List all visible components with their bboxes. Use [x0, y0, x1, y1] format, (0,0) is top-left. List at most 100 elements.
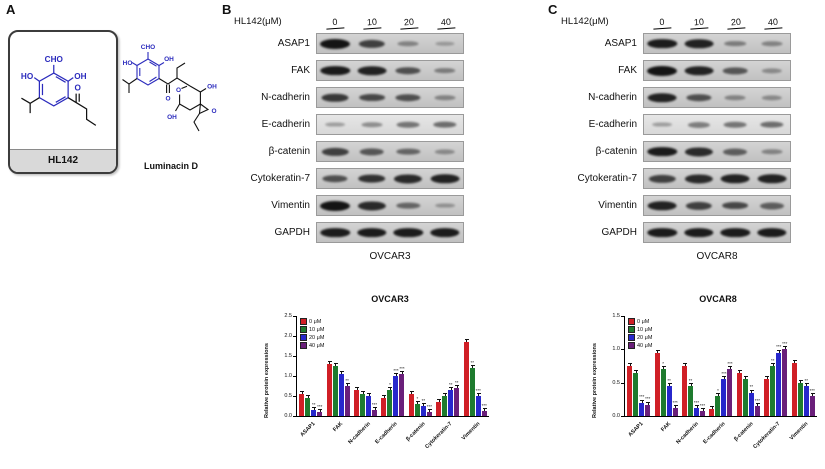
protein-band — [724, 40, 747, 47]
protein-label: E-cadherin — [261, 119, 310, 130]
atom-label-oh: OH — [164, 56, 174, 63]
protein-band — [647, 146, 677, 157]
bar: ** — [770, 358, 776, 416]
significance-marker: * — [389, 381, 391, 387]
blot-strip — [643, 222, 791, 243]
panel-a-label: A — [6, 2, 16, 17]
error-bar — [470, 365, 475, 368]
significance-marker: *** — [393, 367, 399, 373]
error-bar — [765, 376, 770, 380]
dose-row: 0 10 20 40 — [316, 12, 464, 30]
legend-item: 20 μM — [300, 334, 324, 341]
y-tick-label: 1.0 — [612, 346, 620, 353]
significance-marker: *** — [475, 387, 481, 393]
bar-group-E-cadherin: * *** *** — [381, 366, 405, 416]
blot-strip — [643, 168, 791, 189]
x-tick-slot: ASAP1 — [296, 418, 323, 460]
blot-row-GAPDH: GAPDH — [551, 219, 791, 246]
error-bar — [427, 409, 432, 412]
error-bar — [455, 385, 460, 388]
bar-chart-ovcar8: OVCAR8 Relative protein expressions 0.0 0… — [580, 294, 820, 461]
legend-item: 40 μM — [628, 342, 652, 349]
bar-group-ASAP1: *** *** — [627, 363, 650, 416]
dose-row: 0 10 20 40 — [643, 12, 791, 30]
y-tick-mark — [293, 416, 296, 417]
significance-marker: *** — [754, 397, 761, 403]
protein-band — [761, 148, 783, 155]
significance-marker: ** — [688, 377, 693, 383]
bar — [305, 395, 311, 416]
blot-row-Vimentin: Vimentin — [224, 192, 464, 219]
x-tick-slot: Vimentin — [789, 418, 816, 460]
error-bar — [634, 369, 639, 373]
protein-band — [757, 227, 787, 238]
error-bar — [810, 393, 815, 396]
bar: *** — [476, 388, 481, 416]
protein-label: E-cadherin — [588, 119, 637, 130]
protein-band — [652, 122, 673, 127]
dose-lane: 0 — [316, 12, 353, 30]
protein-band — [433, 67, 456, 74]
bar: * — [414, 396, 420, 416]
treatment-label: HL142(μM) — [234, 15, 282, 27]
legend-swatch — [628, 326, 635, 333]
blot-header: HL142(μM) 0 10 20 40 — [551, 12, 791, 30]
protein-band — [321, 93, 349, 102]
protein-band — [395, 93, 421, 102]
blot-strip — [316, 168, 464, 189]
error-bar — [804, 383, 809, 386]
blot-row-ASAP1: ASAP1 — [224, 30, 464, 57]
y-tick-mark — [293, 396, 296, 397]
protein-band — [359, 147, 385, 156]
bar: *** — [776, 344, 781, 416]
protein-band — [720, 173, 750, 184]
protein-band — [686, 93, 712, 102]
protein-band — [322, 174, 348, 183]
protein-label: FAK — [291, 65, 310, 76]
significance-marker: * — [416, 395, 419, 401]
blot-row-E-cadherin: E-cadherin — [224, 111, 464, 138]
blot-row-N-cadherin: N-cadherin — [551, 84, 791, 111]
bar: *** — [755, 398, 760, 416]
y-tick-label: 0.0 — [612, 413, 620, 419]
significance-marker: ** — [470, 359, 474, 365]
cell-line-label: OVCAR3 — [369, 251, 411, 262]
protein-band — [684, 227, 714, 238]
panel-c-label: C — [548, 2, 558, 17]
significance-marker: ** — [804, 377, 808, 383]
protein-band — [325, 122, 346, 127]
bar — [436, 399, 442, 416]
protein-band — [358, 39, 385, 48]
atom-label-oh-2: OH — [207, 84, 217, 91]
bar: ** — [666, 378, 672, 416]
legend-swatch — [300, 326, 307, 333]
protein-band — [393, 227, 423, 238]
bar — [354, 387, 360, 416]
protein-band — [358, 93, 385, 102]
blot-strip — [643, 33, 791, 54]
bar: *** — [482, 403, 487, 416]
y-tick-mark — [293, 356, 296, 357]
error-bar — [449, 387, 454, 390]
bar: ** — [803, 378, 809, 416]
significance-marker: *** — [727, 360, 733, 366]
bar: *** — [317, 404, 322, 416]
blot-row-FAK: FAK — [224, 57, 464, 84]
legend-label: 0 μM — [309, 318, 322, 325]
bar-group-β-catenin: * ** *** — [408, 391, 432, 416]
bar: ** — [469, 360, 475, 416]
error-bar — [673, 405, 678, 408]
error-bar — [755, 403, 760, 406]
x-tick-label: N-cadherin — [346, 421, 372, 446]
atom-label-ho: HO — [21, 72, 34, 81]
x-tick-slot: ASAP1 — [624, 418, 651, 460]
protein-band — [395, 66, 421, 75]
protein-label: Cytokeratin-7 — [577, 173, 637, 184]
error-bar — [695, 405, 700, 408]
error-bar — [701, 408, 706, 412]
atom-label-ketone-o: O — [74, 84, 81, 93]
significance-marker: * — [717, 387, 719, 393]
y-tick-label: 0.5 — [612, 379, 620, 386]
bar — [463, 339, 469, 416]
bar: ** — [448, 382, 454, 416]
